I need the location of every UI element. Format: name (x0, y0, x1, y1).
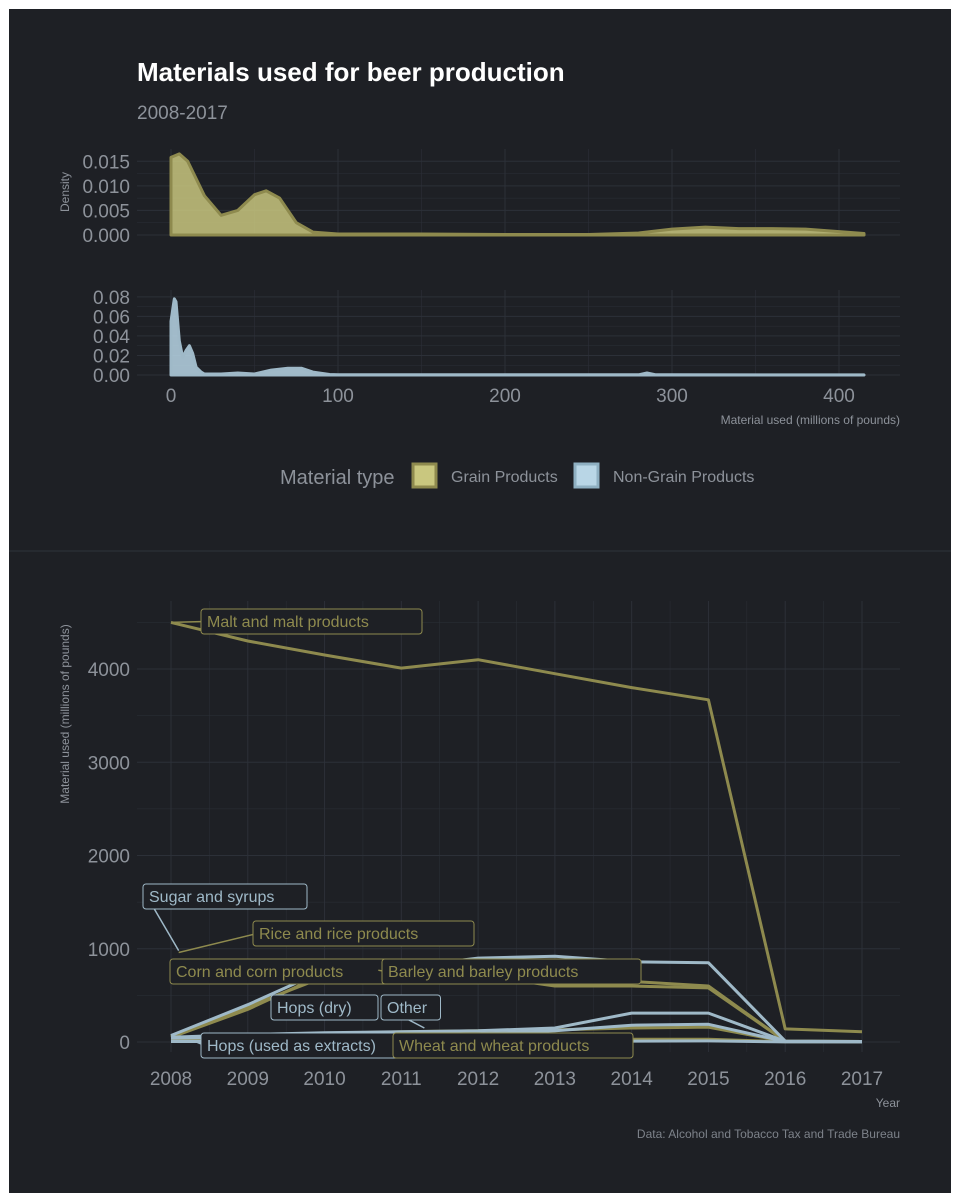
series-label-box (381, 958, 642, 985)
density-y-tick-label-nongrain: 0.08 (93, 288, 130, 309)
density-x-tick-label: 300 (656, 386, 688, 407)
series-label-box (270, 994, 379, 1021)
line-y-tick-label: 3000 (88, 753, 130, 774)
density-x-tick-label: 100 (322, 386, 354, 407)
series-label-box (200, 608, 423, 635)
legend-swatch (411, 462, 438, 489)
line-y-tick-label: 2000 (88, 847, 130, 868)
series-label: Rice and rice products (259, 926, 418, 943)
density-y-tick-label-grain: 0.015 (82, 152, 130, 173)
series-label-box (380, 994, 441, 1021)
density-x-tick-label: 0 (166, 386, 177, 407)
line-x-tick-label: 2009 (227, 1069, 269, 1090)
line-y-tick-label: 4000 (88, 660, 130, 681)
density-y-tick-label-nongrain: 0.04 (93, 327, 130, 348)
chart-title: Materials used for beer production (137, 57, 565, 87)
legend-title: Material type (280, 467, 395, 489)
density-area-grain (169, 152, 866, 237)
series-label-box (142, 883, 308, 910)
legend-label: Non-Grain Products (613, 469, 754, 486)
line-y-tick-label: 1000 (88, 940, 130, 961)
density-y-tick-label-grain: 0.010 (82, 177, 130, 198)
series-label: Sugar and syrups (149, 889, 274, 906)
density-y-tick-label-nongrain: 0.02 (93, 346, 130, 367)
density-y-tick-label-grain: 0.005 (82, 201, 130, 222)
chart-panel: Materials used for beer production 2008-… (9, 9, 951, 1193)
density-y-axis-label: Density (58, 172, 72, 212)
density-x-tick-label: 200 (489, 386, 521, 407)
series-label: Malt and malt products (207, 614, 369, 631)
series-label: Hops (used as extracts) (207, 1038, 376, 1055)
series-label: Barley and barley products (388, 964, 578, 981)
density-panels: 0.000 0.005 0.010 0.015 0.000.020.040.060.08… (58, 149, 900, 427)
density-y-tick-label-nongrain: 0.00 (93, 366, 130, 387)
density-area-nongrain (169, 297, 866, 377)
series-label: Other (387, 1000, 428, 1017)
line-y-axis-label: Material used (millions of pounds) (58, 624, 72, 803)
legend: Material type Grain Products Non-Grain Pro… (280, 462, 754, 489)
series-label-box (252, 920, 475, 947)
legend-swatch (573, 462, 600, 489)
series-label: Wheat and wheat products (399, 1038, 589, 1055)
line-x-tick-label: 2013 (534, 1069, 576, 1090)
series-line (170, 954, 863, 1043)
series-label: Hops (dry) (277, 1000, 352, 1017)
series-label-box (392, 1032, 634, 1059)
series-label: Corn and corn products (176, 964, 343, 981)
line-x-tick-label: 2012 (457, 1069, 499, 1090)
line-x-tick-label: 2015 (687, 1069, 729, 1090)
line-x-tick-label: 2017 (841, 1069, 883, 1090)
density-x-axis-label: Material used (millions of pounds) (721, 413, 900, 427)
line-x-tick-label: 2011 (381, 1069, 422, 1090)
line-y-tick-label: 0 (119, 1033, 130, 1054)
chart-subtitle: 2008-2017 (137, 103, 228, 124)
density-y-tick-label-nongrain: 0.06 (93, 307, 130, 328)
series-line (170, 620, 863, 1034)
line-x-tick-label: 2010 (303, 1069, 345, 1090)
density-y-tick-label-grain: 0.000 (82, 226, 130, 247)
line-x-tick-label: 2016 (764, 1069, 806, 1090)
label-leader (170, 620, 206, 624)
line-chart: 0 1000 2000 3000 4000 2008 2009 2010 2011 2012 201… (58, 601, 900, 1110)
label-leader (178, 932, 258, 954)
line-x-tick-label: 2008 (150, 1069, 192, 1090)
chart-caption: Data: Alcohol and Tobacco Tax and Trade … (637, 1127, 900, 1141)
density-x-tick-label: 400 (823, 386, 855, 407)
line-x-axis-label: Year (876, 1096, 900, 1110)
legend-label: Grain Products (451, 469, 558, 486)
line-x-tick-label: 2014 (611, 1069, 654, 1090)
chart-svg: Materials used for beer production 2008-… (9, 57, 951, 1141)
